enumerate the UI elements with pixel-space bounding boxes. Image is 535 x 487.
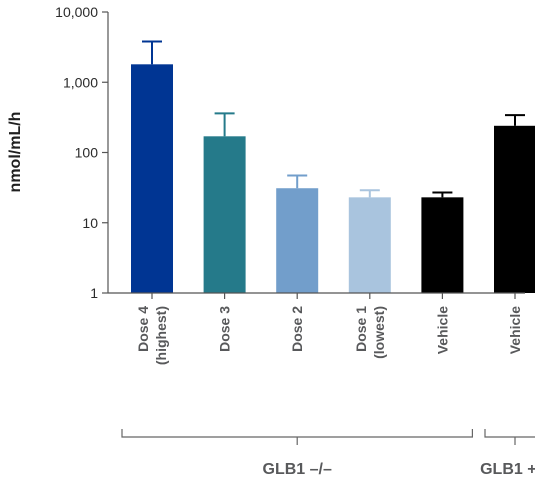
group-label: GLB1 –/–: [263, 461, 332, 478]
error-bars: [142, 40, 525, 198]
x-tick-label: Vehicle: [507, 306, 523, 354]
group-bracket: [484, 429, 535, 445]
y-tick-label: 10: [82, 215, 98, 231]
bar: [276, 188, 319, 293]
y-tick-label: 1,000: [63, 74, 98, 90]
x-axis: Dose 4 (highest) Dose 3 Dose 2 Dose 1 (lowest…: [108, 292, 525, 365]
x-tick-label: Vehicle: [434, 306, 450, 354]
x-tick-label: Dose 1: [353, 306, 369, 352]
bar: [421, 197, 464, 293]
y-tick-label: 1: [90, 285, 98, 301]
y-axis: 1 10 100 1,000 10,000: [55, 4, 109, 301]
bar: [348, 197, 391, 293]
x-tick-label: Dose 3: [217, 306, 233, 352]
y-tick-label: 100: [75, 145, 99, 161]
x-tick-label: (highest): [153, 306, 169, 365]
x-tick-label: (lowest): [371, 306, 387, 359]
y-axis-label: nmol/mL/h: [7, 112, 24, 193]
bar: [131, 64, 173, 293]
x-tick-label: Dose 4: [135, 306, 151, 352]
group-label: GLB1 +/–: [480, 461, 535, 478]
y-tick-label: 10,000: [55, 4, 98, 20]
group-bracket: [121, 429, 473, 445]
x-tick-label: Dose 2: [289, 306, 305, 352]
group-brackets: GLB1 –/– GLB1 +/–: [121, 429, 535, 478]
bars: [131, 64, 535, 293]
bar: [494, 125, 535, 293]
bar: [203, 136, 246, 293]
